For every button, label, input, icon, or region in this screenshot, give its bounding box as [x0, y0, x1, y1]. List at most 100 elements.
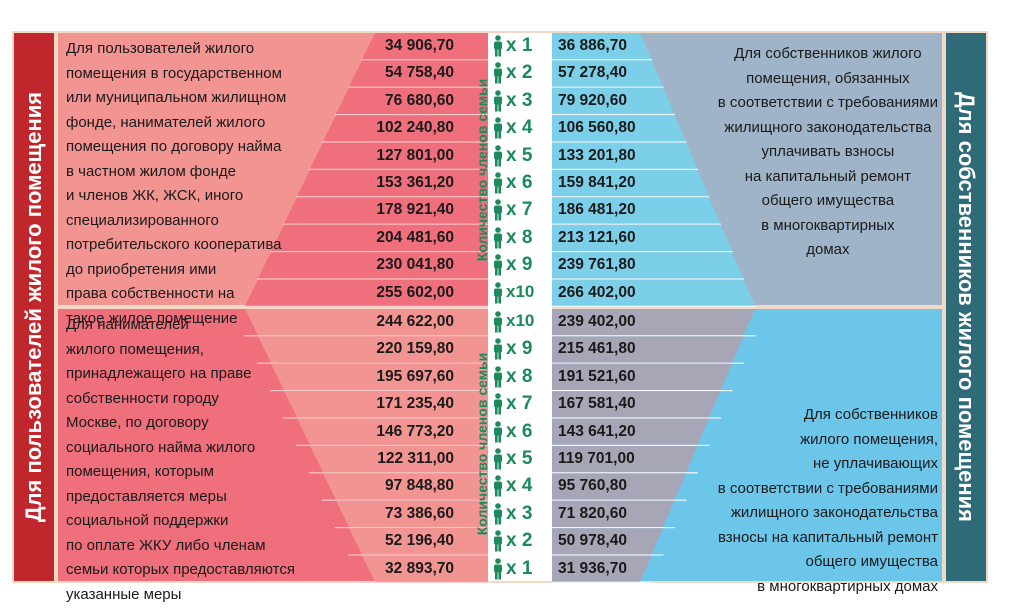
row-separator — [335, 527, 488, 529]
row-separator — [552, 86, 664, 88]
right-value: 167 581,40 — [558, 395, 636, 413]
left-value-bar — [336, 500, 488, 527]
row-separator — [309, 472, 488, 474]
members-count: x 5 — [506, 448, 533, 469]
left-value: 127 801,00 — [376, 146, 454, 164]
left-value-bar — [245, 279, 488, 306]
members-count: x 3 — [506, 502, 533, 524]
right-value: 95 760,80 — [558, 477, 627, 495]
members-count: x 3 — [506, 89, 533, 111]
members-count: x 1 — [506, 557, 533, 579]
left-value-bar — [349, 528, 488, 555]
row-separator — [296, 444, 488, 446]
person-icon — [494, 226, 502, 249]
left-title: Для пользователей жилого помещения — [21, 91, 46, 523]
right-value: 57 278,40 — [558, 64, 627, 82]
right-value: 266 402,00 — [558, 283, 636, 301]
right-value-bar — [552, 142, 698, 169]
person-icon — [494, 475, 502, 497]
row-separator — [552, 141, 687, 143]
right-value-bar — [552, 391, 721, 418]
members-count: x 8 — [506, 226, 533, 248]
left-value: 97 848,80 — [385, 477, 454, 495]
row-separator — [552, 251, 733, 253]
right-value-bar — [552, 309, 755, 336]
left-value: 255 602,00 — [376, 283, 454, 301]
left-value: 178 921,40 — [376, 201, 454, 219]
right-value-bar — [552, 363, 732, 390]
row-separator — [552, 554, 664, 556]
person-icon — [494, 448, 502, 470]
person-icon — [494, 393, 502, 415]
right-value-bar — [552, 224, 732, 251]
members-count: x 7 — [506, 393, 533, 415]
members-count: x 2 — [506, 530, 533, 552]
person-icon — [494, 281, 502, 304]
right-value: 106 560,80 — [558, 119, 636, 137]
person-icon — [494, 62, 502, 84]
members-column — [488, 33, 552, 581]
right-value-bar — [552, 528, 663, 555]
left-value: 195 697,60 — [376, 367, 454, 385]
left-value: 73 386,60 — [385, 504, 454, 522]
person-icon — [494, 420, 502, 443]
right-value-bar — [552, 33, 652, 60]
row-separator — [322, 499, 488, 501]
members-count: x 9 — [506, 338, 533, 360]
row-separator — [552, 278, 744, 280]
row-separator — [552, 223, 721, 225]
left-value: 220 159,80 — [376, 340, 454, 358]
row-separator — [552, 168, 698, 170]
right-value-bar — [552, 197, 721, 224]
left-value: 204 481,60 — [376, 228, 454, 246]
left-value: 230 041,80 — [376, 256, 454, 274]
row-separator — [552, 581, 652, 583]
left-value-bar — [258, 252, 488, 279]
right-value-bar — [552, 473, 686, 500]
left-value: 32 893,70 — [385, 559, 454, 577]
members-count: x 6 — [506, 172, 533, 193]
top-right-description: Для собственников жилого помещения, обяз… — [717, 45, 938, 258]
right-value-bar — [552, 252, 744, 279]
left-value: 153 361,20 — [376, 174, 454, 191]
members-count: x 8 — [506, 365, 533, 387]
members-count: x 9 — [506, 254, 533, 276]
left-value: 122 311,00 — [377, 450, 454, 467]
right-value: 239 402,00 — [558, 313, 636, 330]
row-separator — [335, 114, 488, 116]
person-icon — [494, 89, 502, 112]
row-separator — [552, 527, 675, 529]
row-separator — [322, 141, 488, 143]
left-value: 52 196,40 — [385, 532, 454, 550]
right-value: 31 936,70 — [558, 559, 627, 577]
row-separator — [552, 390, 733, 392]
row-separator — [552, 499, 687, 501]
row-separator — [283, 223, 488, 225]
person-icon — [494, 557, 502, 580]
left-value-bar — [323, 115, 488, 142]
right-value: 71 820,60 — [558, 504, 627, 522]
members-count: x 5 — [506, 144, 533, 166]
row-separator — [244, 335, 488, 337]
members-count: x 2 — [506, 62, 533, 84]
left-value-bar — [271, 224, 488, 251]
right-value-bar — [552, 555, 652, 582]
right-value: 50 978,40 — [558, 532, 627, 550]
person-icon — [494, 35, 502, 57]
row-separator — [552, 335, 756, 337]
row-separator — [552, 59, 652, 61]
right-value: 239 761,80 — [558, 256, 636, 274]
right-value-bar — [552, 170, 709, 197]
members-count: x 1 — [506, 35, 533, 56]
members-count: x 4 — [506, 475, 533, 497]
left-value-bar — [310, 446, 488, 473]
right-value-bar — [552, 279, 755, 306]
row-separator — [257, 278, 488, 280]
row-separator — [552, 196, 710, 198]
row-separator — [309, 168, 488, 170]
row-separator — [296, 196, 488, 198]
row-separator — [552, 444, 710, 446]
members-count: x10 — [506, 311, 535, 330]
left-value: 102 240,80 — [376, 119, 454, 137]
